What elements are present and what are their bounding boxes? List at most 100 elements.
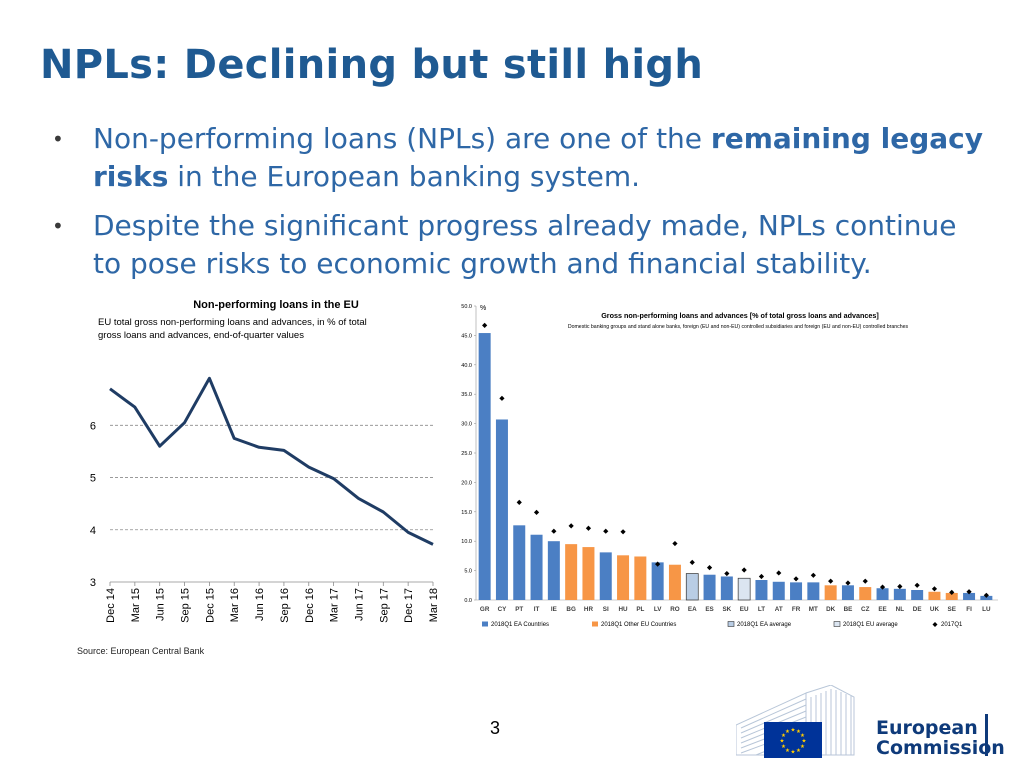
bar-dk: [824, 585, 837, 600]
line-chart-x-tick: Mar 17: [329, 588, 341, 622]
bar-chart-y-tick: 50.0: [461, 304, 472, 310]
line-chart-x-tick: Mar 16: [229, 588, 241, 622]
bar-fi: [963, 592, 976, 600]
bar-pt: [513, 525, 526, 600]
line-chart-y-tick: 3: [90, 577, 96, 589]
page-number: 3: [489, 718, 500, 738]
logo-text: European Commission: [876, 718, 1005, 758]
bar-es: [703, 574, 716, 600]
marker-2017q1-ie: [551, 528, 557, 534]
source-note: Source: European Central Bank: [77, 646, 205, 656]
marker-2017q1-at: [776, 570, 782, 576]
bar-chart-x-label: SK: [722, 606, 731, 613]
line-chart-y-tick: 4: [90, 525, 96, 537]
eu-star: ★: [785, 728, 790, 735]
bar-chart-x-label: PL: [636, 606, 644, 613]
marker-2017q1-fr: [793, 576, 799, 582]
marker-2017q1-lu: [983, 592, 989, 598]
bar-hu: [617, 555, 630, 600]
legend-swatch-other: [592, 621, 598, 627]
bar-chart-x-label: HU: [618, 606, 628, 613]
eu-star: ★: [791, 727, 796, 734]
marker-2017q1-it: [533, 509, 540, 515]
marker-2017q1-cz: [862, 578, 868, 584]
legend-label: 2018Q1 Other EU Countries: [601, 622, 676, 628]
line-chart-x-tick: Dec 16: [304, 588, 316, 623]
npl-line-chart: Non-performing loans in the EU EU total …: [90, 299, 440, 623]
line-chart-subtitle-2: gross loans and advances, end-of-quarter…: [98, 330, 304, 341]
line-chart-x-tick: Mar 18: [428, 588, 440, 622]
bar-chart-x-label: SE: [948, 606, 956, 613]
eu-star: ★: [796, 728, 801, 735]
logo-line-1: European: [876, 717, 978, 739]
bar-chart-x-label: NL: [896, 606, 905, 613]
bar-mt: [807, 582, 820, 600]
bar-chart-x-label: CZ: [861, 606, 870, 613]
eu-star: ★: [796, 747, 801, 754]
marker-2017q1-cy: [499, 395, 505, 401]
bar-sk: [720, 576, 733, 600]
eu-star: ★: [781, 743, 786, 750]
page-title: NPLs: Declining but still high: [40, 42, 704, 88]
eu-star: ★: [781, 732, 786, 739]
eu-star: ★: [780, 738, 785, 745]
bar-chart-x-label: AT: [775, 606, 783, 613]
marker-2017q1-si: [603, 528, 609, 534]
line-chart-x-tick: Dec 15: [204, 588, 216, 623]
bar-chart-x-label: EA: [688, 606, 697, 613]
npl-series-line: [109, 376, 434, 546]
marker-2017q1-uk: [931, 586, 938, 592]
bar-ee: [876, 588, 889, 600]
bar-chart-y-tick: 40.0: [461, 363, 472, 369]
bar-gr: [478, 333, 491, 600]
bar-chart-x-label: FI: [966, 606, 972, 613]
eu-star: ★: [791, 749, 796, 756]
eu-star: ★: [802, 738, 807, 745]
legend-label: 2017Q1: [941, 622, 963, 628]
eu-star: ★: [785, 747, 790, 754]
bar-chart-y-tick: 5.0: [464, 569, 472, 575]
eu-flag-icon: [764, 722, 822, 758]
marker-2017q1-sk: [724, 570, 730, 577]
bar-chart-title: Gross non-performing loans and advances …: [601, 311, 879, 320]
line-chart-x-tick: Jun 17: [353, 588, 365, 621]
bar-si: [599, 552, 612, 600]
bar-de: [911, 590, 924, 600]
legend-swatch-ea: [482, 621, 488, 627]
bar-chart-y-tick: 35.0: [461, 392, 472, 398]
bar-se: [945, 592, 958, 600]
bar-chart-subtitle: Domestic banking groups and stand alone …: [568, 324, 909, 330]
bullet-text-end: in the European banking system.: [168, 160, 641, 193]
marker-2017q1-nl: [897, 583, 903, 590]
bar-eu: [737, 577, 751, 601]
line-chart-x-ticks: Dec 14 Mar 15 Jun 15 Sep 15 Dec 15 Mar 16 Jun …: [105, 582, 440, 623]
bar-chart-x-label: UK: [930, 606, 940, 613]
legend-label: 2018Q1 EA average: [737, 622, 792, 628]
line-chart-y-tick: 5: [90, 473, 96, 485]
bar-chart-bars: [478, 333, 993, 601]
line-chart-y-tick: 6: [90, 420, 96, 432]
bullet-marker: •: [52, 127, 64, 151]
bar-lt: [755, 580, 768, 600]
bar-chart-x-label: IE: [551, 606, 557, 613]
line-chart-x-tick: Jun 16: [254, 588, 266, 621]
bar-chart-x-labels: GR CY PT IT IE BG HR SI HU PL LV RO EA ES SK EU LT AT FR MT…: [480, 606, 991, 613]
eu-star: ★: [800, 732, 805, 739]
bar-chart-x-label: EU: [740, 606, 749, 613]
bar-hr: [582, 547, 595, 600]
line-chart-y-ticks: 3 4 5 6: [90, 420, 96, 589]
bar-cz: [859, 587, 872, 600]
marker-2017q1-hr: [585, 525, 592, 531]
bar-fr: [790, 582, 803, 600]
line-chart-x-tick: Dec 17: [403, 588, 415, 623]
bar-cy: [495, 419, 508, 600]
legend-label: 2018Q1 EA Countries: [491, 622, 549, 628]
bar-lu: [980, 595, 993, 600]
marker-2017q1-lv: [655, 561, 661, 567]
bar-chart-y-tick: 10.0: [461, 539, 472, 545]
line-chart-x-tick: Sep 17: [378, 588, 390, 623]
bullet-text: Despite the significant progress already…: [93, 209, 957, 280]
bar-chart-x-label: SI: [603, 606, 609, 613]
legend-swatch-ea_avg: [727, 621, 735, 627]
bar-chart-x-label: LU: [982, 606, 991, 613]
